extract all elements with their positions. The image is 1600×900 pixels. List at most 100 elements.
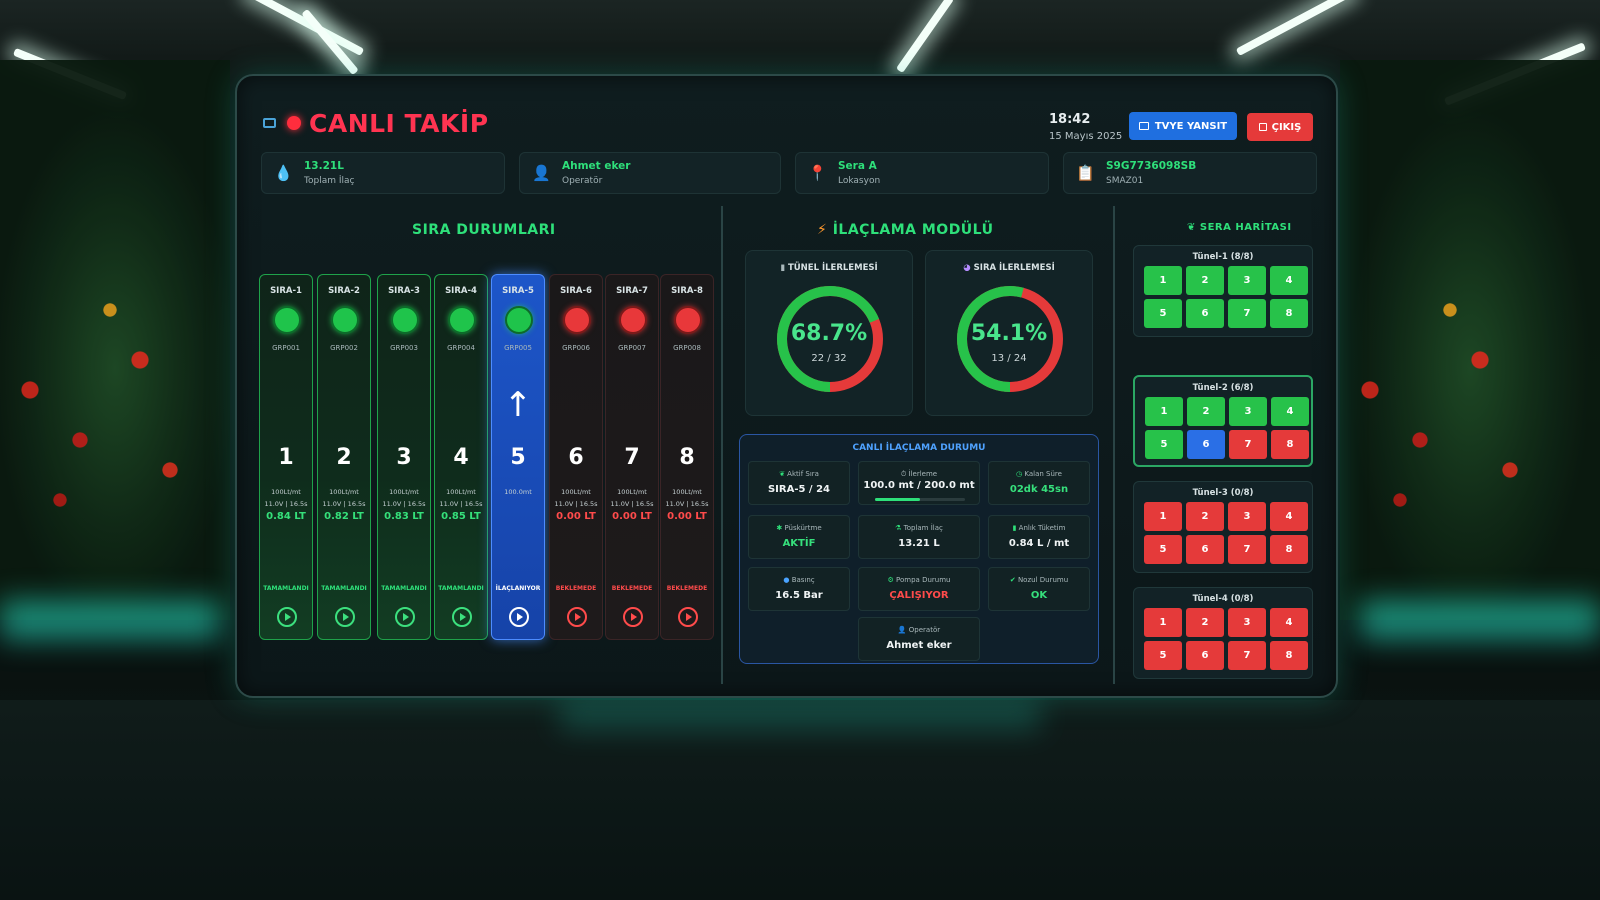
tunnel-row-cell[interactable]: 4 <box>1270 502 1308 531</box>
row-spec-rate: 100Lt/mt <box>446 488 476 496</box>
user-icon: 👤 <box>897 626 909 634</box>
tunnel-row-cell[interactable]: 8 <box>1270 299 1308 328</box>
row-card[interactable]: SIRA-8 GRP008 8 100Lt/mt 11.0V | 16.5s 0.00 L… <box>660 274 714 640</box>
row-spec: 100Lt/mt 11.0V | 16.5s <box>661 486 713 510</box>
tunnel-row-cell[interactable]: 4 <box>1270 266 1308 295</box>
row-card[interactable]: SIRA-3 GRP003 3 100Lt/mt 11.0V | 16.5s 0.83 L… <box>377 274 431 640</box>
tunnel-card[interactable]: Tünel-4 (0/8) 1 2 3 4 5 6 7 8 <box>1133 587 1313 679</box>
row-play-button[interactable] <box>678 607 698 627</box>
stat-label: ⚗ Toplam İlaç <box>859 524 979 532</box>
tunnel-row-cell[interactable]: 5 <box>1144 641 1182 670</box>
tunnel-card[interactable]: Tünel-1 (8/8) 1 2 3 4 5 6 7 8 <box>1133 245 1313 337</box>
info-card-operator: 👤 Ahmet eker Operatör <box>519 152 781 194</box>
row-spec-detail: 11.0V | 16.5s <box>610 500 654 508</box>
row-number: 2 <box>336 445 352 470</box>
stat-value: 16.5 Bar <box>775 590 823 601</box>
row-play-button[interactable] <box>509 607 529 627</box>
info-card-device: 📋 S9G7736098SB SMAZ01 <box>1063 152 1317 194</box>
stat-spraying: ✱ Püskürtme AKTİF <box>748 515 850 559</box>
tunnel-row-cell[interactable]: 8 <box>1271 430 1309 459</box>
row-card[interactable]: SIRA-6 GRP006 6 100Lt/mt 11.0V | 16.5s 0.00 L… <box>549 274 603 640</box>
stat-label: 👤 Operatör <box>859 626 979 634</box>
check-icon: ✔ <box>1009 576 1018 584</box>
stat-label-text: Pompa Durumu <box>896 576 951 584</box>
row-play-button[interactable] <box>623 607 643 627</box>
row-group: GRP005 <box>504 344 532 352</box>
row-play-button[interactable] <box>452 607 472 627</box>
play-icon <box>686 613 692 621</box>
info-value: Sera A <box>838 160 877 172</box>
tunnel-row-cell[interactable]: 6 <box>1186 641 1224 670</box>
tunnel-row-cell[interactable]: 3 <box>1228 608 1266 637</box>
row-label: SIRA-8 <box>671 286 703 296</box>
stat-total: ⚗ Toplam İlaç 13.21 L <box>858 515 980 559</box>
tunnel-row-cell[interactable]: 7 <box>1229 430 1267 459</box>
tunnel-card[interactable]: Tünel-3 (0/8) 1 2 3 4 5 6 7 8 <box>1133 481 1313 573</box>
tunnel-row-cell[interactable]: 1 <box>1144 266 1182 295</box>
tunnel-row-cell[interactable]: 7 <box>1228 299 1266 328</box>
tunnel-row-cell[interactable]: 7 <box>1228 535 1266 564</box>
tunnel-row-cell[interactable]: 1 <box>1145 397 1183 426</box>
exit-button[interactable]: ÇIKIŞ <box>1247 113 1313 141</box>
tunnel-row-cell[interactable]: 1 <box>1144 608 1182 637</box>
row-card[interactable]: SIRA-1 GRP001 1 100Lt/mt 11.0V | 16.5s 0.84 L… <box>259 274 313 640</box>
tunnel-row-cell[interactable]: 4 <box>1271 397 1309 426</box>
spray-icon: ✱ <box>776 524 785 532</box>
tv-mirror-button[interactable]: TVYE YANSIT <box>1129 112 1237 140</box>
tunnel-row-cell[interactable]: 1 <box>1144 502 1182 531</box>
row-card[interactable]: SIRA-5 GRP005 ↑ 5 100.0mt İLAÇLANIYOR <box>491 274 545 640</box>
progress-fill <box>875 498 920 501</box>
row-status-light-icon <box>331 306 359 334</box>
tunnel-row-cell[interactable]: 2 <box>1186 608 1224 637</box>
stat-value: 13.21 L <box>898 538 940 549</box>
drop-icon: 💧 <box>274 164 293 182</box>
tunnel-row-cell[interactable]: 2 <box>1186 266 1224 295</box>
section-divider <box>1113 206 1115 684</box>
stat-label-text: İlerleme <box>908 470 938 478</box>
row-liters: 0.82 LT <box>324 511 364 522</box>
tv-icon <box>1138 122 1149 130</box>
tunnel-row-cell[interactable]: 6 <box>1186 535 1224 564</box>
tunnel-row-cell[interactable]: 8 <box>1270 535 1308 564</box>
stat-value: OK <box>1030 590 1048 601</box>
tunnel-row-cell[interactable]: 6 <box>1187 430 1225 459</box>
row-label: SIRA-2 <box>328 286 360 296</box>
row-spec: 100Lt/mt 11.0V | 16.5s <box>606 486 658 510</box>
stat-label: ▮ Anlık Tüketim <box>989 524 1089 532</box>
tunnel-row-cell[interactable]: 3 <box>1228 502 1266 531</box>
tunnel-row-cell[interactable]: 4 <box>1270 608 1308 637</box>
row-group: GRP004 <box>447 344 475 352</box>
row-number: 6 <box>568 445 584 470</box>
row-card[interactable]: SIRA-4 GRP004 4 100Lt/mt 11.0V | 16.5s 0.85 L… <box>434 274 488 640</box>
row-play-button[interactable] <box>395 607 415 627</box>
tunnel-row-cell[interactable]: 3 <box>1228 266 1266 295</box>
tunnel-row-cell[interactable]: 5 <box>1144 299 1182 328</box>
tunnel-row-cell[interactable]: 5 <box>1145 430 1183 459</box>
tunnel-progress-detail: 22 / 32 <box>811 353 847 364</box>
row-state: İLAÇLANIYOR <box>495 585 541 592</box>
row-number: 5 <box>510 445 526 470</box>
tunnel-row-cell[interactable]: 6 <box>1186 299 1224 328</box>
row-card[interactable]: SIRA-7 GRP007 7 100Lt/mt 11.0V | 16.5s 0.00 L… <box>605 274 659 640</box>
row-play-button[interactable] <box>567 607 587 627</box>
row-status-light-icon <box>505 306 533 334</box>
play-icon <box>575 613 581 621</box>
tunnel-row-cell[interactable]: 5 <box>1144 535 1182 564</box>
row-play-button[interactable] <box>335 607 355 627</box>
tunnel-row-cell[interactable]: 2 <box>1187 397 1225 426</box>
tunnel-row-cell[interactable]: 2 <box>1186 502 1224 531</box>
tunnel-row-cell[interactable]: 7 <box>1228 641 1266 670</box>
tunnel-row-cell[interactable]: 8 <box>1270 641 1308 670</box>
tunnel-card[interactable]: Tünel-2 (6/8) 1 2 3 4 5 6 7 8 <box>1133 375 1313 467</box>
row-spec: 100Lt/mt 11.0V | 16.5s <box>550 486 602 510</box>
row-liters: 0.83 LT <box>384 511 424 522</box>
row-label: SIRA-5 <box>502 286 534 296</box>
ring-completed <box>777 286 883 392</box>
row-play-button[interactable] <box>277 607 297 627</box>
row-label: SIRA-4 <box>445 286 477 296</box>
leaf-icon: ❦ <box>1187 222 1200 233</box>
row-card[interactable]: SIRA-2 GRP002 2 100Lt/mt 11.0V | 16.5s 0.82 L… <box>317 274 371 640</box>
map-title-text: SERA HARİTASI <box>1199 222 1292 233</box>
pepper-plants-right <box>1340 60 1600 620</box>
tunnel-row-cell[interactable]: 3 <box>1229 397 1267 426</box>
